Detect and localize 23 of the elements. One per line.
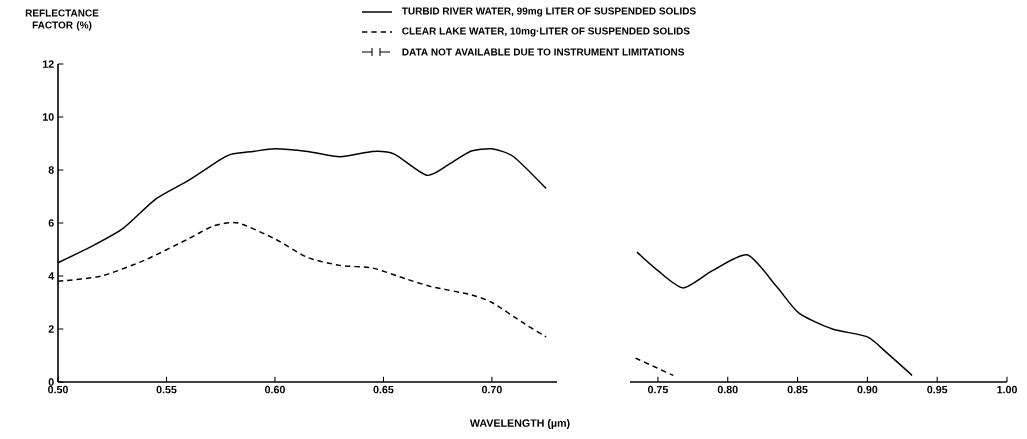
x-tick-label: 0.95 [927,385,948,394]
y-tick-label: 4 [48,272,55,280]
y-tick-label: 8 [48,166,54,174]
y-axis-title: REFLECTANCE FACTOR (%) [25,9,99,31]
x-tick-label: 0.80 [717,385,738,394]
x-tick-label: 0.85 [787,385,808,394]
text: DATA NOT AVAILABLE DUE TO INSTRUMENT LIMITATIONS [402,48,685,56]
x-tick-label: 1.00 [997,385,1017,394]
legend-label: TURBID RIVER WATER, 99mg LITER OF SUSPENDED SOLIDS [401,7,696,17]
y-tick-label: 6 [48,219,54,227]
x-tick-label: 0.70 [481,385,502,394]
y-tick-label: 2 [48,325,54,333]
legend-label: CLEAR LAKE WATER, 10mg·LITER OF SUSPENDED SOLIDS [402,27,690,37]
y-tick-label: 12 [42,60,54,68]
x-tick-label: 0.90 [857,385,878,394]
x-tick-label: 0.50 [48,385,68,394]
y-tick-label: 0 [48,378,54,386]
x-tick-label: 0.75 [647,385,669,394]
y-tick-label: 10 [42,113,54,121]
x-tick-label: 0.65 [373,385,394,394]
x-tick-label: 0.60 [265,385,285,394]
x-tick-label: 0.55 [156,385,177,394]
x-axis-title: WAVELENGTH (µm) [469,419,570,429]
